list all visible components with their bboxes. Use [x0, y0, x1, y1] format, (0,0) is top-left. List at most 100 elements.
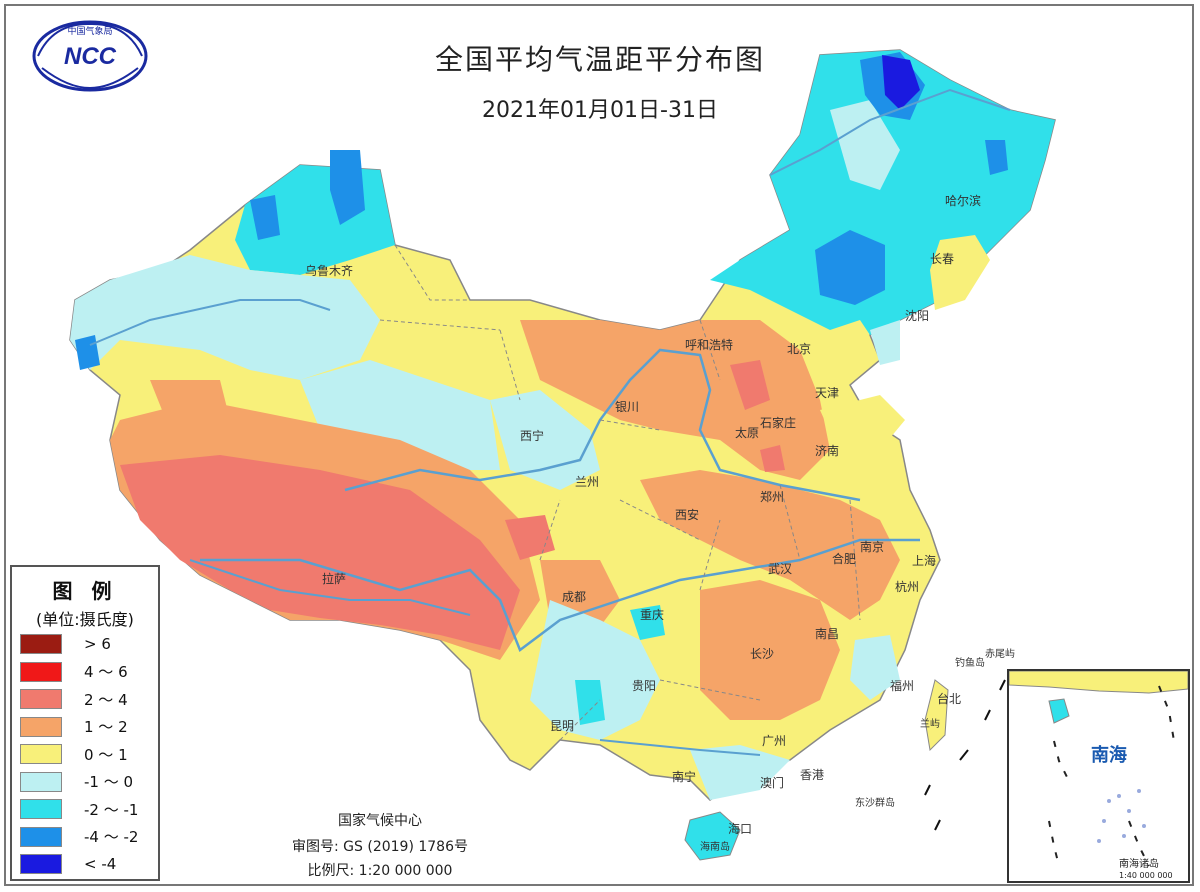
credit-agency: 国家气候中心 — [338, 813, 422, 829]
xinjiang-cold-spot-1 — [330, 150, 365, 225]
island-lanyu: 兰屿 — [920, 719, 940, 730]
inset-map: 南海 南海诸岛 1:40 000 000 — [1008, 670, 1189, 880]
city-tianjin: 天津 — [815, 386, 840, 400]
taiwan-island — [924, 679, 949, 752]
xinjiang-cold-spot-2 — [250, 195, 280, 240]
yunnan-cold-spot — [575, 680, 605, 725]
city-taipei: 台北 — [937, 692, 962, 706]
central-warm-zone — [640, 470, 900, 620]
map-title: 全国平均气温距平分布图 — [434, 43, 765, 76]
island-diaoyu: 钓鱼岛 — [955, 658, 985, 669]
legend-row: > 6 — [20, 633, 111, 655]
city-harbin: 哈尔滨 — [945, 194, 982, 208]
heilongjiang-river — [769, 88, 1011, 176]
heilongjiang-cold-spot — [985, 140, 1008, 175]
legend-row: 1 ～ 2 — [20, 716, 128, 738]
shandong-mild — [820, 395, 905, 455]
city-lanzhou: 兰州 — [575, 475, 600, 489]
city-shijiazhuang: 石家庄 — [760, 416, 797, 430]
island-chiwei: 赤尾屿 — [985, 649, 1015, 660]
legend-swatch — [20, 826, 62, 847]
legend-row: 0 ～ 1 — [20, 743, 128, 765]
ncc-logo: NCC 中国气象局 — [32, 20, 148, 92]
legend-unit: (单位:摄氏度) — [36, 610, 134, 629]
city-jinan: 济南 — [815, 444, 840, 458]
yellow-river — [344, 348, 861, 502]
legend-label: 4 ～ 6 — [84, 663, 128, 681]
legend-row: 4 ～ 6 — [20, 661, 128, 683]
hunan-warm-zone — [700, 580, 840, 720]
city-hohhot: 呼和浩特 — [685, 338, 734, 352]
city-changsha: 长沙 — [750, 647, 775, 661]
province-borders — [379, 244, 861, 741]
hainan-island — [684, 811, 741, 861]
legend-row: -2 ～ -1 — [20, 798, 138, 820]
legend-row: -4 ～ -2 — [20, 826, 138, 848]
southwest-cool-zone — [530, 600, 660, 740]
northeast-coldest — [882, 55, 920, 110]
south-coast-cool — [690, 745, 790, 800]
city-nanchang: 南昌 — [815, 627, 840, 641]
city-chongqing: 重庆 — [640, 608, 665, 622]
inset-sea-label: 南海 — [1091, 744, 1127, 766]
kunlun-warm-band — [150, 380, 230, 430]
city-beijing: 北京 — [787, 342, 812, 356]
south-china-sea-inset: 南海 南海诸岛 1:40 000 000 — [1007, 669, 1190, 883]
legend-label: -4 ～ -2 — [84, 828, 139, 846]
legend-swatch — [20, 744, 62, 764]
city-urumqi: 乌鲁木齐 — [305, 264, 354, 278]
map-frame — [4, 4, 1194, 886]
inset-scale: 1:40 000 000 — [1119, 871, 1173, 880]
credit-scale: 比例尺: 1:20 000 000 — [307, 863, 453, 879]
legend-label: 2 ～ 4 — [84, 690, 128, 709]
inset-islands-label: 南海诸岛 — [1119, 857, 1159, 870]
jilin-warm-patch — [930, 235, 990, 310]
city-nanning: 南宁 — [672, 770, 697, 784]
city-fuzhou: 福州 — [890, 679, 915, 693]
credit-approval: 审图号: GS (2019) 1786号 — [292, 839, 468, 855]
gansu-mild-zone — [490, 390, 600, 490]
island-hainan-south: 海南岛 — [700, 842, 730, 853]
legend-swatch — [20, 634, 62, 654]
city-xining: 西宁 — [520, 429, 545, 443]
inset-islands — [1097, 789, 1146, 843]
ningxia-warm — [620, 340, 690, 400]
city-taiyuan: 太原 — [735, 426, 760, 440]
guizhou-cold-spot — [630, 605, 665, 640]
city-macau: 澳门 — [760, 776, 785, 790]
city-hefei: 合肥 — [832, 552, 857, 566]
inner-mongolia-cold-core — [815, 230, 885, 305]
city-shanghai: 上海 — [912, 554, 937, 568]
legend-label: 0 ～ 1 — [84, 745, 128, 764]
city-zhengzhou: 郑州 — [760, 490, 785, 504]
map-legend: 图 例 (单位:摄氏度) > 6 4 ～ 6 2 ～ 4 1 ～ 2 0 ～ 1 -1 ～… — [10, 565, 160, 881]
pearl-river — [599, 739, 761, 756]
tibet-hot-zone — [120, 455, 520, 650]
logo-text: NCC — [64, 43, 117, 70]
fujian-cool — [850, 635, 900, 700]
liaoning-coast-mild — [870, 320, 900, 365]
legend-label: 1 ～ 2 — [84, 718, 128, 736]
legend-label: < -4 — [84, 855, 117, 873]
city-wuhan: 武汉 — [768, 562, 793, 576]
legend-swatch — [20, 661, 62, 682]
brahmaputra-river — [189, 559, 471, 616]
northeast-mild-patch — [830, 100, 900, 190]
legend-swatch — [20, 689, 62, 709]
qinghai-mild-zone — [300, 360, 500, 470]
city-guiyang: 贵阳 — [632, 679, 657, 693]
city-yinchuan: 银川 — [615, 400, 640, 414]
legend-swatch — [20, 716, 62, 737]
city-nanjing: 南京 — [860, 540, 885, 554]
hebei-hot-spot — [760, 445, 785, 472]
legend-label: > 6 — [84, 635, 111, 653]
xinjiang-mild — [70, 255, 380, 380]
city-haikou: 海口 — [728, 822, 753, 836]
city-lhasa: 拉萨 — [322, 572, 347, 586]
north-china-hot-spot — [730, 360, 770, 410]
legend-row: < -4 — [20, 853, 116, 875]
city-chengdu: 成都 — [562, 590, 587, 604]
city-hangzhou: 杭州 — [895, 580, 920, 594]
legend-title: 图 例 — [52, 579, 118, 603]
